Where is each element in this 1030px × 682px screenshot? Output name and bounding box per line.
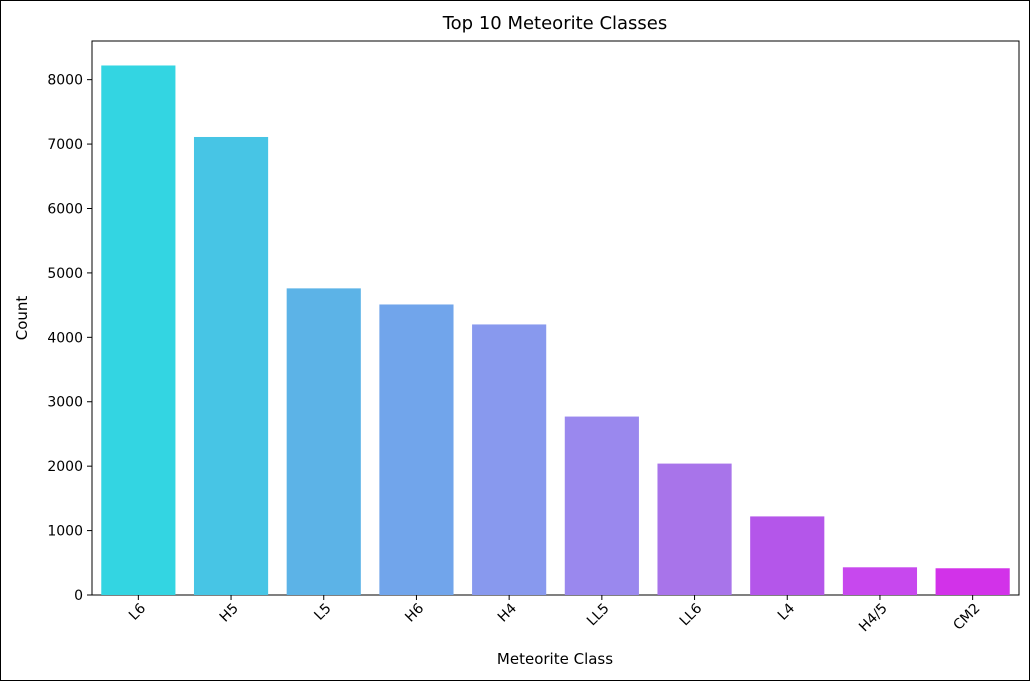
chart-title: Top 10 Meteorite Classes <box>442 13 668 34</box>
bars-group <box>101 65 1010 596</box>
y-tick-label: 5000 <box>47 266 83 282</box>
y-tick-label: 4000 <box>47 330 83 346</box>
y-ticks-group: 0 1000 2000 3000 4000 5000 6000 7000 8000 <box>47 73 92 604</box>
x-tick-label: L5 <box>311 601 334 624</box>
x-tick-label: H4 <box>495 600 520 625</box>
y-tick-label: 1000 <box>47 524 83 540</box>
x-tick-label: LL5 <box>584 601 613 630</box>
y-tick-label: 0 <box>74 588 83 604</box>
bar-ll6 <box>657 463 732 595</box>
bar-l4 <box>750 516 825 595</box>
x-tick-label: H5 <box>217 601 242 626</box>
x-tick-label: H6 <box>402 600 427 625</box>
bar-l6 <box>101 65 176 596</box>
bar-h6 <box>379 304 454 595</box>
x-tick-label: H4/5 <box>856 601 891 636</box>
x-ticks-group: L6 H5 L5 H6 H4 LL5 LL6 L4 H4/5 CM2 <box>126 595 983 635</box>
bar-ll5 <box>564 416 639 595</box>
x-tick-label: CM2 <box>950 601 983 634</box>
bar-h5 <box>193 136 269 596</box>
x-tick-label: L6 <box>126 600 149 623</box>
y-tick-label: 7000 <box>47 137 83 153</box>
bar-h4-5 <box>842 567 918 595</box>
y-tick-label: 2000 <box>47 459 83 475</box>
y-tick-label: 6000 <box>47 201 83 217</box>
x-tick-label: L4 <box>775 600 798 623</box>
bar-cm2 <box>935 568 1010 595</box>
x-axis-label: Meteorite Class <box>497 650 613 668</box>
x-tick-label: LL6 <box>677 600 706 629</box>
y-tick-label: 8000 <box>47 73 83 89</box>
y-axis-label: Count <box>13 296 31 341</box>
bar-l5 <box>286 288 361 595</box>
y-tick-label: 3000 <box>47 395 83 411</box>
bar-h4 <box>472 324 547 595</box>
